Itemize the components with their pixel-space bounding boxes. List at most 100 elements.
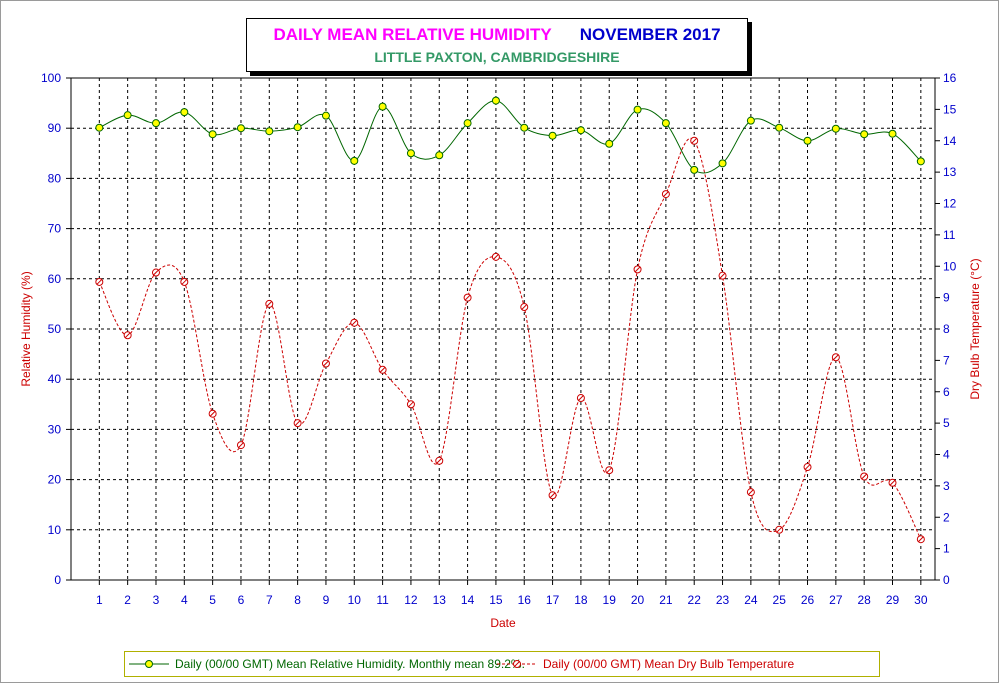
x-tick-label: 16 xyxy=(518,593,532,607)
y-tick-label-right: 11 xyxy=(943,228,956,242)
temperature-point-slash xyxy=(323,360,329,367)
x-tick-label: 19 xyxy=(603,593,617,607)
humidity-point xyxy=(605,139,614,148)
legend-humidity-label: Daily (00/00 GMT) Mean Relative Humidity… xyxy=(175,656,525,671)
y-tick-label-right: 2 xyxy=(943,510,950,524)
x-tick-label: 30 xyxy=(914,593,928,607)
temperature-point-slash xyxy=(294,420,301,426)
grid-layer xyxy=(71,78,935,580)
temperature-point-slash xyxy=(96,279,103,285)
humidity-point xyxy=(236,124,245,133)
x-tick-label: 21 xyxy=(659,593,673,607)
temperature-point-slash xyxy=(181,279,188,285)
temperature-point-slash xyxy=(464,294,471,301)
humidity-point xyxy=(520,123,529,132)
temperature-point-slash xyxy=(917,536,924,543)
humidity-point xyxy=(661,119,670,128)
x-tick-label: 6 xyxy=(238,593,245,607)
y-tick-label-left: 40 xyxy=(48,372,62,386)
temperature-point-slash xyxy=(493,253,499,260)
y-tick-label-right: 9 xyxy=(943,291,950,305)
temperature-point-slash xyxy=(691,137,698,144)
chart-month: NOVEMBER 2017 xyxy=(579,25,721,44)
x-tick-label: 24 xyxy=(744,593,758,607)
temperature-point-slash xyxy=(634,266,641,273)
humidity-point xyxy=(180,108,189,117)
temperature-point-slash xyxy=(889,479,896,486)
humidity-point xyxy=(350,156,359,165)
humidity-point xyxy=(95,123,104,132)
x-tick-label: 25 xyxy=(773,593,787,607)
y-tick-label-right: 12 xyxy=(943,197,957,211)
temperature-point-slash xyxy=(861,473,868,480)
legend: Daily (00/00 GMT) Mean Relative Humidity… xyxy=(124,651,880,677)
y-tick-label-left: 20 xyxy=(48,473,62,487)
humidity-point xyxy=(463,119,472,128)
y-tick-label-right: 13 xyxy=(943,165,957,179)
temperature-point-slash xyxy=(238,442,244,448)
humidity-point xyxy=(265,127,274,136)
x-tick-label: 11 xyxy=(376,593,389,607)
y-tick-label-left: 30 xyxy=(48,422,62,436)
humidity-point xyxy=(378,102,387,111)
temperature-point-slash xyxy=(379,366,386,373)
x-tick-label: 3 xyxy=(153,593,160,607)
humidity-point xyxy=(718,159,727,168)
humidity-point xyxy=(803,136,812,145)
x-tick-label: 7 xyxy=(266,593,273,607)
humidity-point xyxy=(746,116,755,125)
humidity-point xyxy=(293,123,302,132)
y-tick-label-right: 1 xyxy=(943,542,950,556)
legend-humidity-marker-icon xyxy=(129,659,169,668)
temperature-point-slash xyxy=(776,526,783,533)
temperature-point-slash xyxy=(153,269,159,276)
x-tick-label: 5 xyxy=(209,593,216,607)
humidity-point xyxy=(831,124,840,133)
x-tick-label: 15 xyxy=(489,593,503,607)
humidity-point xyxy=(690,165,699,174)
humidity-point xyxy=(123,111,132,120)
legend-temperature-label: Daily (00/00 GMT) Mean Dry Bulb Temperat… xyxy=(543,656,795,671)
temperature-point-slash xyxy=(748,489,754,496)
y-tick-label-right: 6 xyxy=(943,385,950,399)
axis-layer: 0102030405060708090100012345678910111213… xyxy=(41,71,957,607)
humidity-point xyxy=(435,151,444,160)
humidity-point xyxy=(321,111,330,120)
y-tick-label-right: 3 xyxy=(943,479,950,493)
plot-border xyxy=(70,77,936,581)
y-tick-label-left: 60 xyxy=(48,272,62,286)
x-tick-label: 18 xyxy=(574,593,588,607)
y-tick-label-right: 15 xyxy=(943,102,957,116)
y-tick-label-right: 10 xyxy=(943,259,957,273)
y-tick-label-right: 14 xyxy=(943,134,957,148)
x-tick-label: 22 xyxy=(688,593,702,607)
temperature-point-slash xyxy=(521,304,528,310)
x-tick-label: 23 xyxy=(716,593,730,607)
x-tick-label: 4 xyxy=(181,593,188,607)
temperature-point-slash xyxy=(719,272,726,279)
x-tick-label: 27 xyxy=(829,593,843,607)
x-tick-label: 14 xyxy=(461,593,475,607)
temperature-point-slash xyxy=(663,191,669,197)
temperature-point-slash xyxy=(124,332,131,339)
legend-item-temperature: Daily (00/00 GMT) Mean Dry Bulb Temperat… xyxy=(497,656,794,671)
y-tick-label-left: 50 xyxy=(48,322,62,336)
x-tick-label: 26 xyxy=(801,593,815,607)
x-tick-label: 20 xyxy=(631,593,645,607)
temperature-series-line xyxy=(98,137,922,540)
x-tick-label: 1 xyxy=(96,593,103,607)
legend-temperature-marker-icon xyxy=(497,659,537,668)
x-tick-label: 13 xyxy=(433,593,447,607)
y-tick-label-left: 100 xyxy=(41,71,61,85)
title-line: DAILY MEAN RELATIVE HUMIDITY NOVEMBER 201… xyxy=(247,25,747,45)
x-tick-label: 17 xyxy=(546,593,560,607)
humidity-point xyxy=(151,119,160,128)
y-axis-label-right: Dry Bulb Temperature (°C) xyxy=(968,258,982,399)
title-box: DAILY MEAN RELATIVE HUMIDITY NOVEMBER 201… xyxy=(246,18,748,72)
temperature-point-slash xyxy=(351,319,358,326)
x-tick-label: 2 xyxy=(124,593,131,607)
temperature-point-slash xyxy=(578,395,584,401)
temperature-point-slash xyxy=(804,464,811,470)
y-tick-label-right: 8 xyxy=(943,322,950,336)
